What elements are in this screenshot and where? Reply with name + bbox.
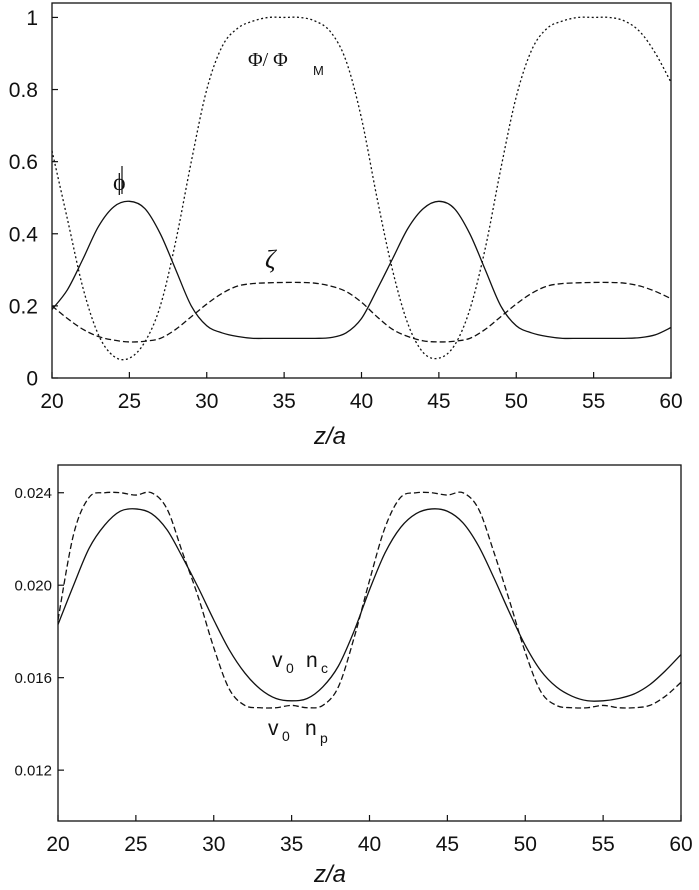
y-tick-label: 0.016	[14, 670, 52, 687]
y-tick-label: 0.4	[9, 223, 39, 246]
y-tick-label: 0.2	[9, 295, 38, 318]
y-tick-label: 0.012	[14, 763, 52, 780]
y-tick-label: 0	[26, 368, 38, 391]
x-tick-label: 30	[195, 390, 218, 413]
bottom-x-axis-title: z/a	[313, 861, 346, 888]
nc-label-n: n	[306, 649, 318, 672]
series-line	[51, 281, 672, 343]
x-tick-label: 25	[124, 833, 147, 856]
np-label-subp: p	[320, 730, 328, 746]
Phi-ratio-label: Φ/ Φ	[248, 49, 288, 71]
np-label-sub0: 0	[282, 728, 290, 744]
y-tick-label: 0.020	[14, 578, 52, 595]
nc-label-v: v	[272, 649, 283, 672]
series-line	[57, 491, 682, 709]
series-line	[51, 16, 672, 361]
y-tick-label: 0.6	[9, 151, 38, 174]
np-label-n: n	[305, 717, 317, 740]
x-tick-label: 60	[659, 390, 682, 413]
phi-label: ϕ	[113, 170, 126, 196]
nc-label-sub0: 0	[286, 660, 294, 676]
x-tick-label: 50	[505, 390, 528, 413]
x-tick-label: 35	[280, 833, 303, 856]
x-tick-label: 60	[669, 833, 692, 856]
y-tick-label: 0.8	[9, 79, 38, 102]
x-tick-label: 40	[358, 833, 381, 856]
x-tick-label: 50	[514, 833, 537, 856]
top-x-axis-title: z/a	[313, 423, 346, 450]
x-tick-label: 55	[582, 390, 605, 413]
x-tick-label: 25	[118, 390, 141, 413]
zeta-label: ζ	[265, 245, 277, 274]
x-tick-label: 45	[436, 833, 459, 856]
top-series-group	[51, 16, 672, 361]
x-tick-label: 35	[272, 390, 295, 413]
bottom-plot-frame	[57, 464, 682, 822]
bottom-series-group	[57, 491, 682, 709]
top-axis-ticks: 20 25 30 35 40 45 50 55 60 0 0.2 0.4 0.6 0.8 1	[9, 7, 683, 413]
series-line	[57, 508, 682, 702]
x-tick-label: 30	[202, 833, 225, 856]
top-plot-frame	[51, 2, 672, 379]
x-tick-label: 20	[46, 833, 69, 856]
Phi-ratio-subscript: M	[313, 63, 324, 78]
np-label-v: v	[268, 717, 279, 740]
nc-label-subc: c	[321, 660, 328, 676]
x-tick-label: 45	[427, 390, 450, 413]
x-tick-label: 40	[350, 390, 373, 413]
y-tick-label: 1	[26, 7, 38, 30]
y-tick-label: 0.024	[14, 485, 52, 502]
x-tick-label: 55	[591, 833, 614, 856]
x-tick-label: 20	[40, 390, 63, 413]
series-line	[51, 200, 672, 340]
bottom-axis-ticks: 20 25 30 35 40 45 50 55 60 0.012 0.016 0.020 0.024	[14, 485, 692, 856]
